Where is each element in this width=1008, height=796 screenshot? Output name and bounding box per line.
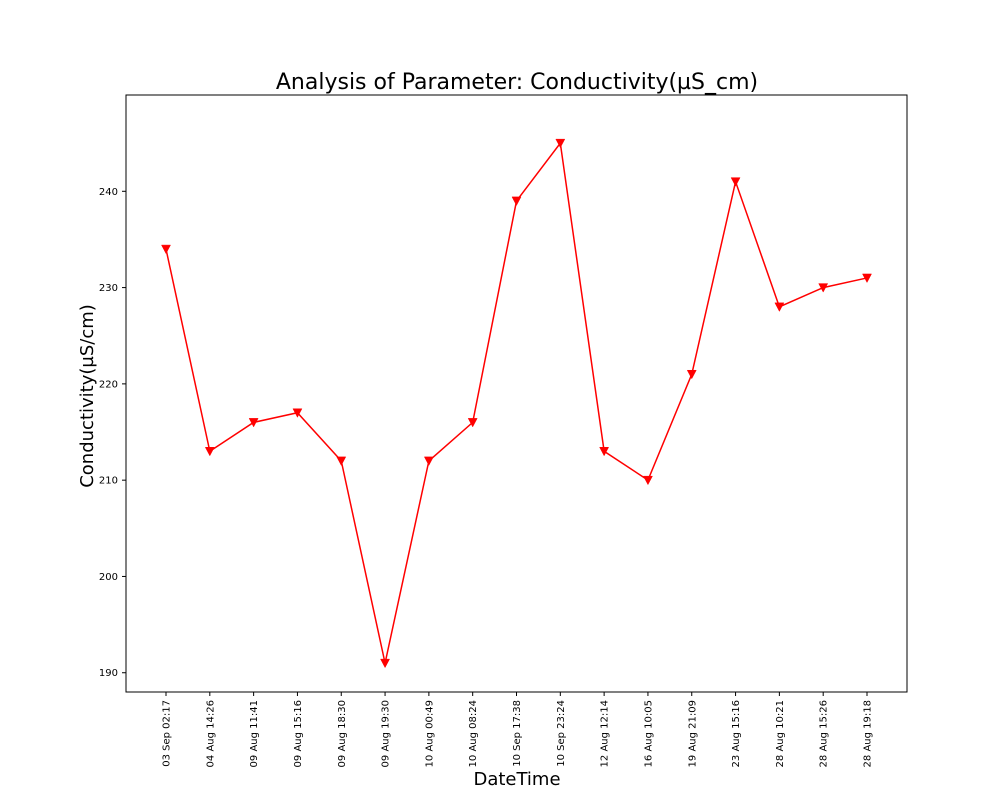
x-axis-ticks: 03 Sep 02:17 04 Aug 14:26 09 Aug 11:41 09 A… (162, 692, 874, 767)
data-point-marker (555, 138, 566, 149)
data-point-marker (161, 244, 171, 255)
y-tick-label: 190 (99, 668, 118, 679)
data-point-marker (467, 418, 478, 428)
data-point-marker (774, 302, 785, 312)
plot-area-frame (125, 94, 908, 693)
x-tick-label: 16 Aug 10:05 (643, 700, 654, 767)
x-tick-label: 10 Sep 17:38 (512, 700, 523, 767)
data-point-marker (686, 369, 697, 380)
x-tick-label: 09 Aug 11:41 (249, 700, 260, 767)
data-point-marker (248, 418, 259, 428)
chart-title: Analysis of Parameter: Conductivity(µS_c… (276, 70, 758, 95)
x-tick-label: 10 Aug 08:24 (468, 700, 479, 767)
x-tick-label: 28 Aug 15:26 (819, 700, 830, 767)
x-tick-label: 12 Aug 12:14 (600, 700, 611, 767)
x-tick-label: 28 Aug 19:18 (863, 700, 874, 767)
data-point-marker (204, 447, 215, 457)
data-point-marker (599, 447, 610, 457)
data-point-marker (380, 658, 390, 669)
x-tick-label: 09 Aug 15:16 (293, 700, 304, 767)
x-tick-label: 10 Sep 23:24 (556, 700, 567, 767)
y-tick-label: 230 (99, 283, 118, 294)
x-tick-label: 09 Aug 19:30 (381, 700, 392, 767)
y-tick-label: 220 (99, 379, 118, 390)
x-tick-label: 03 Sep 02:17 (162, 700, 173, 767)
y-tick-label: 240 (99, 187, 118, 198)
data-point-marker (818, 283, 829, 293)
y-tick-label: 200 (99, 572, 118, 583)
x-tick-label: 10 Aug 00:49 (424, 700, 435, 767)
data-point-marker (643, 475, 653, 486)
x-tick-label: 04 Aug 14:26 (205, 700, 216, 767)
y-tick-label: 210 (99, 476, 118, 487)
data-point-marker (730, 177, 741, 187)
data-point-marker (292, 408, 303, 418)
data-point-marker (511, 196, 522, 206)
data-point-marker (862, 273, 872, 283)
data-point-marker (336, 456, 347, 466)
series-line (165, 141, 868, 664)
x-tick-label: 23 Aug 15:16 (731, 700, 742, 767)
series-layer (161, 138, 872, 669)
x-tick-label: 19 Aug 21:09 (687, 700, 698, 767)
data-point-marker (423, 456, 434, 466)
x-tick-label: 28 Aug 10:21 (775, 700, 786, 767)
x-tick-label: 09 Aug 18:30 (337, 700, 348, 767)
x-axis-label: DateTime (473, 769, 560, 790)
y-axis-label: Conductivity(µS/cm) (77, 304, 98, 488)
y-axis-ticks: 190 200 210 220 230 240 (99, 187, 126, 679)
